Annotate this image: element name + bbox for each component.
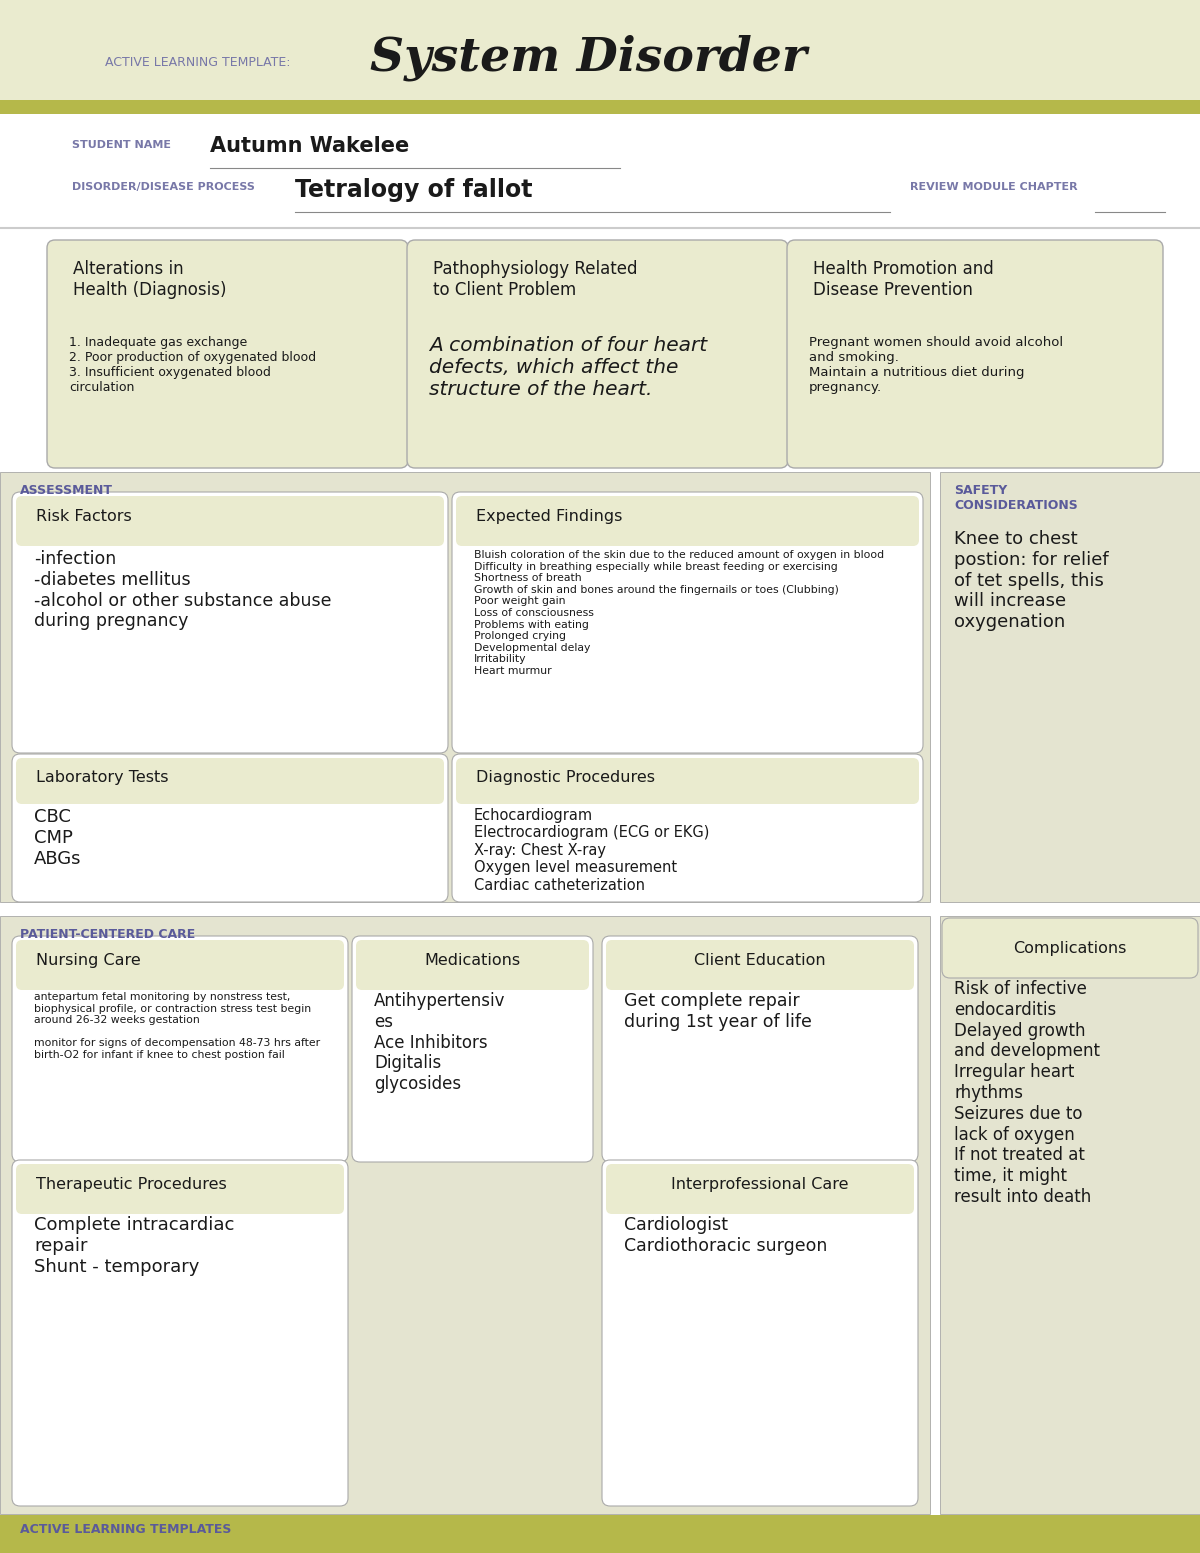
FancyBboxPatch shape <box>12 1160 348 1506</box>
Text: ASSESSMENT: ASSESSMENT <box>20 485 113 497</box>
Text: ACTIVE LEARNING TEMPLATES: ACTIVE LEARNING TEMPLATES <box>20 1523 232 1536</box>
FancyBboxPatch shape <box>787 241 1163 467</box>
FancyBboxPatch shape <box>16 1165 344 1214</box>
Text: Pregnant women should avoid alcohol
and smoking.
Maintain a nutritious diet duri: Pregnant women should avoid alcohol and … <box>809 335 1063 394</box>
Text: SAFETY
CONSIDERATIONS: SAFETY CONSIDERATIONS <box>954 485 1078 512</box>
Bar <box>0 0 1200 99</box>
Text: Complete intracardiac
repair
Shunt - temporary: Complete intracardiac repair Shunt - tem… <box>34 1216 234 1275</box>
FancyBboxPatch shape <box>452 492 923 753</box>
Text: STUDENT NAME: STUDENT NAME <box>72 140 172 151</box>
Text: A combination of four heart
defects, which affect the
structure of the heart.: A combination of four heart defects, whi… <box>430 335 707 399</box>
FancyBboxPatch shape <box>16 940 344 989</box>
FancyBboxPatch shape <box>791 244 1159 334</box>
FancyBboxPatch shape <box>606 940 914 989</box>
FancyBboxPatch shape <box>352 936 593 1162</box>
Bar <box>940 472 1200 902</box>
Text: 1. Inadequate gas exchange
2. Poor production of oxygenated blood
3. Insufficien: 1. Inadequate gas exchange 2. Poor produ… <box>70 335 316 394</box>
Text: CBC
CMP
ABGs: CBC CMP ABGs <box>34 808 82 868</box>
Bar <box>0 99 1200 113</box>
Bar <box>0 472 930 902</box>
FancyBboxPatch shape <box>12 936 348 1162</box>
Text: Therapeutic Procedures: Therapeutic Procedures <box>36 1177 227 1193</box>
Text: Health Promotion and
Disease Prevention: Health Promotion and Disease Prevention <box>814 259 994 298</box>
Text: Diagnostic Procedures: Diagnostic Procedures <box>476 770 655 784</box>
FancyBboxPatch shape <box>456 495 919 547</box>
FancyBboxPatch shape <box>356 940 589 989</box>
Text: antepartum fetal monitoring by nonstress test,
biophysical profile, or contracti: antepartum fetal monitoring by nonstress… <box>34 992 320 1061</box>
FancyBboxPatch shape <box>452 755 923 902</box>
Text: Bluish coloration of the skin due to the reduced amount of oxygen in blood
Diffi: Bluish coloration of the skin due to the… <box>474 550 884 676</box>
Bar <box>0 916 930 1514</box>
Text: Medications: Medications <box>424 954 520 968</box>
Text: Client Education: Client Education <box>694 954 826 968</box>
Text: Complications: Complications <box>1013 941 1127 955</box>
FancyBboxPatch shape <box>50 244 404 334</box>
Text: Expected Findings: Expected Findings <box>476 509 623 523</box>
FancyBboxPatch shape <box>602 936 918 1162</box>
Text: Antihypertensiv
es
Ace Inhibitors
Digitalis
glycosides: Antihypertensiv es Ace Inhibitors Digita… <box>374 992 505 1093</box>
Text: Risk Factors: Risk Factors <box>36 509 132 523</box>
Text: Laboratory Tests: Laboratory Tests <box>36 770 168 784</box>
Text: Pathophysiology Related
to Client Problem: Pathophysiology Related to Client Proble… <box>433 259 637 298</box>
FancyBboxPatch shape <box>942 918 1198 978</box>
Text: Cardiologist
Cardiothoracic surgeon: Cardiologist Cardiothoracic surgeon <box>624 1216 827 1255</box>
FancyBboxPatch shape <box>606 1165 914 1214</box>
FancyBboxPatch shape <box>410 244 784 334</box>
Text: Risk of infective
endocarditis
Delayed growth
and development
Irregular heart
rh: Risk of infective endocarditis Delayed g… <box>954 980 1100 1207</box>
Text: DISORDER/DISEASE PROCESS: DISORDER/DISEASE PROCESS <box>72 182 254 193</box>
Text: PATIENT-CENTERED CARE: PATIENT-CENTERED CARE <box>20 929 196 941</box>
Text: System Disorder: System Disorder <box>370 34 806 81</box>
Text: -infection
-diabetes mellitus
-alcohol or other substance abuse
during pregnancy: -infection -diabetes mellitus -alcohol o… <box>34 550 331 631</box>
Text: Get complete repair
during 1st year of life: Get complete repair during 1st year of l… <box>624 992 812 1031</box>
Bar <box>940 916 1200 1514</box>
Text: Interprofessional Care: Interprofessional Care <box>671 1177 848 1193</box>
Text: Echocardiogram
Electrocardiogram (ECG or EKG)
X-ray: Chest X-ray
Oxygen level me: Echocardiogram Electrocardiogram (ECG or… <box>474 808 709 893</box>
FancyBboxPatch shape <box>602 1160 918 1506</box>
Text: ACTIVE LEARNING TEMPLATE:: ACTIVE LEARNING TEMPLATE: <box>106 56 290 68</box>
FancyBboxPatch shape <box>407 241 788 467</box>
FancyBboxPatch shape <box>12 755 448 902</box>
Text: REVIEW MODULE CHAPTER: REVIEW MODULE CHAPTER <box>910 182 1078 193</box>
FancyBboxPatch shape <box>12 492 448 753</box>
Text: Alterations in
Health (Diagnosis): Alterations in Health (Diagnosis) <box>73 259 227 298</box>
FancyBboxPatch shape <box>16 758 444 804</box>
Text: Tetralogy of fallot: Tetralogy of fallot <box>295 179 533 202</box>
Text: Nursing Care: Nursing Care <box>36 954 140 968</box>
Text: Knee to chest
postion: for relief
of tet spells, this
will increase
oxygenation: Knee to chest postion: for relief of tet… <box>954 530 1109 631</box>
Text: Autumn Wakelee: Autumn Wakelee <box>210 137 409 155</box>
FancyBboxPatch shape <box>456 758 919 804</box>
FancyBboxPatch shape <box>47 241 408 467</box>
FancyBboxPatch shape <box>16 495 444 547</box>
Bar <box>0 1516 1200 1553</box>
